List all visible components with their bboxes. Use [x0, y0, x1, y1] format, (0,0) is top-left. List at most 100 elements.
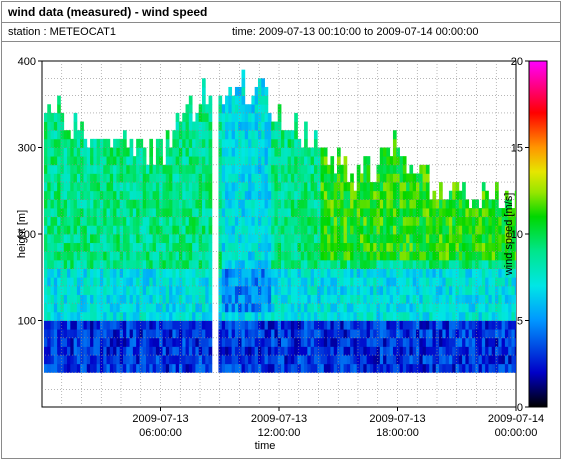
- heatmap-cell: [346, 190, 351, 200]
- heatmap-cell: [504, 346, 509, 356]
- heatmap-cell: [416, 173, 420, 183]
- heatmap-cell: [225, 268, 229, 278]
- heatmap-cell: [162, 164, 167, 174]
- heatmap-cell: [188, 164, 193, 174]
- heatmap-cell: [514, 346, 516, 356]
- heatmap-cell: [86, 225, 91, 235]
- heatmap-cell: [448, 216, 453, 226]
- heatmap-cell: [383, 251, 387, 261]
- heatmap-cell: [53, 121, 58, 131]
- heatmap-cell: [76, 285, 81, 295]
- heatmap-cell: [132, 363, 137, 373]
- heatmap-cell: [67, 190, 71, 200]
- heatmap-cell: [284, 225, 288, 235]
- heatmap-cell: [63, 225, 68, 235]
- heatmap-cell: [422, 311, 427, 321]
- heatmap-cell: [126, 225, 130, 235]
- heatmap-cell: [481, 355, 486, 365]
- heatmap-cell: [281, 294, 285, 304]
- heatmap-cell: [281, 329, 285, 339]
- heatmap-cell: [129, 337, 134, 347]
- heatmap-cell: [439, 363, 443, 373]
- heatmap-cell: [501, 225, 506, 235]
- heatmap-cell: [271, 277, 275, 287]
- heatmap-cell: [360, 259, 364, 269]
- heatmap-cell: [132, 268, 137, 278]
- heatmap-cell: [392, 277, 397, 287]
- heatmap-cell: [439, 329, 443, 339]
- heatmap-cell: [442, 259, 447, 269]
- heatmap-cell: [389, 225, 394, 235]
- heatmap-cell: [360, 182, 364, 192]
- heatmap-cell: [491, 285, 496, 295]
- heatmap-cell: [126, 329, 130, 339]
- heatmap-cell: [475, 268, 479, 278]
- heatmap-cell: [43, 138, 48, 148]
- heatmap-cell: [356, 173, 361, 183]
- heatmap-cell: [103, 337, 107, 347]
- heatmap-cell: [76, 329, 81, 339]
- heatmap-cell: [327, 242, 331, 252]
- heatmap-cell: [458, 311, 463, 321]
- heatmap-cell: [468, 363, 473, 373]
- heatmap-cell: [432, 208, 437, 218]
- heatmap-cell: [277, 285, 282, 295]
- heatmap-cell: [264, 355, 269, 365]
- heatmap-cell: [185, 156, 190, 166]
- heatmap-cell: [241, 329, 246, 339]
- heatmap-cell: [228, 329, 233, 339]
- heatmap-cell: [373, 225, 377, 235]
- heatmap-cell: [182, 303, 186, 313]
- heatmap-cell: [399, 346, 404, 356]
- heatmap-cell: [379, 303, 384, 313]
- heatmap-cell: [192, 164, 196, 174]
- heatmap-cell: [234, 147, 239, 157]
- heatmap-cell: [228, 199, 233, 209]
- heatmap-cell: [261, 329, 265, 339]
- heatmap-cell: [287, 173, 292, 183]
- heatmap-cell: [231, 104, 236, 114]
- heatmap-cell: [383, 303, 387, 313]
- heatmap-cell: [284, 208, 288, 218]
- heatmap-cell: [129, 251, 134, 261]
- heatmap-cell: [333, 251, 338, 261]
- heatmap-cell: [396, 329, 400, 339]
- heatmap-cell: [313, 277, 318, 287]
- heatmap-cell: [139, 294, 144, 304]
- heatmap-cell: [205, 130, 209, 140]
- heatmap-cell: [202, 95, 206, 105]
- heatmap-cell: [261, 138, 265, 148]
- heatmap-cell: [396, 277, 400, 287]
- heatmap-cell: [429, 329, 433, 339]
- heatmap-cell: [53, 156, 58, 166]
- heatmap-cell: [225, 104, 229, 114]
- heatmap-cell: [126, 164, 130, 174]
- heatmap-cell: [57, 121, 61, 131]
- heatmap-cell: [192, 363, 196, 373]
- heatmap-cell: [175, 320, 180, 330]
- heatmap-cell: [455, 242, 460, 252]
- heatmap-cell: [409, 363, 414, 373]
- heatmap-cell: [336, 156, 341, 166]
- heatmap-cell: [452, 346, 456, 356]
- heatmap-cell: [317, 277, 321, 287]
- heatmap-cell: [63, 355, 68, 365]
- heatmap-cell: [511, 225, 516, 235]
- heatmap-cell: [333, 225, 338, 235]
- heatmap-cell: [422, 251, 427, 261]
- heatmap-cell: [238, 225, 242, 235]
- heatmap-cell: [172, 320, 177, 330]
- heatmap-cell: [350, 216, 354, 226]
- heatmap-cell: [57, 104, 61, 114]
- heatmap-cell: [195, 355, 200, 365]
- heatmap-cell: [498, 259, 503, 269]
- heatmap-cell: [76, 303, 81, 313]
- heatmap-cell: [412, 346, 417, 356]
- heatmap-cell: [159, 294, 163, 304]
- heatmap-cell: [149, 268, 154, 278]
- heatmap-cell: [396, 216, 400, 226]
- heatmap-cell: [383, 285, 387, 295]
- heatmap-cell: [67, 337, 71, 347]
- heatmap-cell: [43, 294, 48, 304]
- heatmap-cell: [132, 259, 137, 269]
